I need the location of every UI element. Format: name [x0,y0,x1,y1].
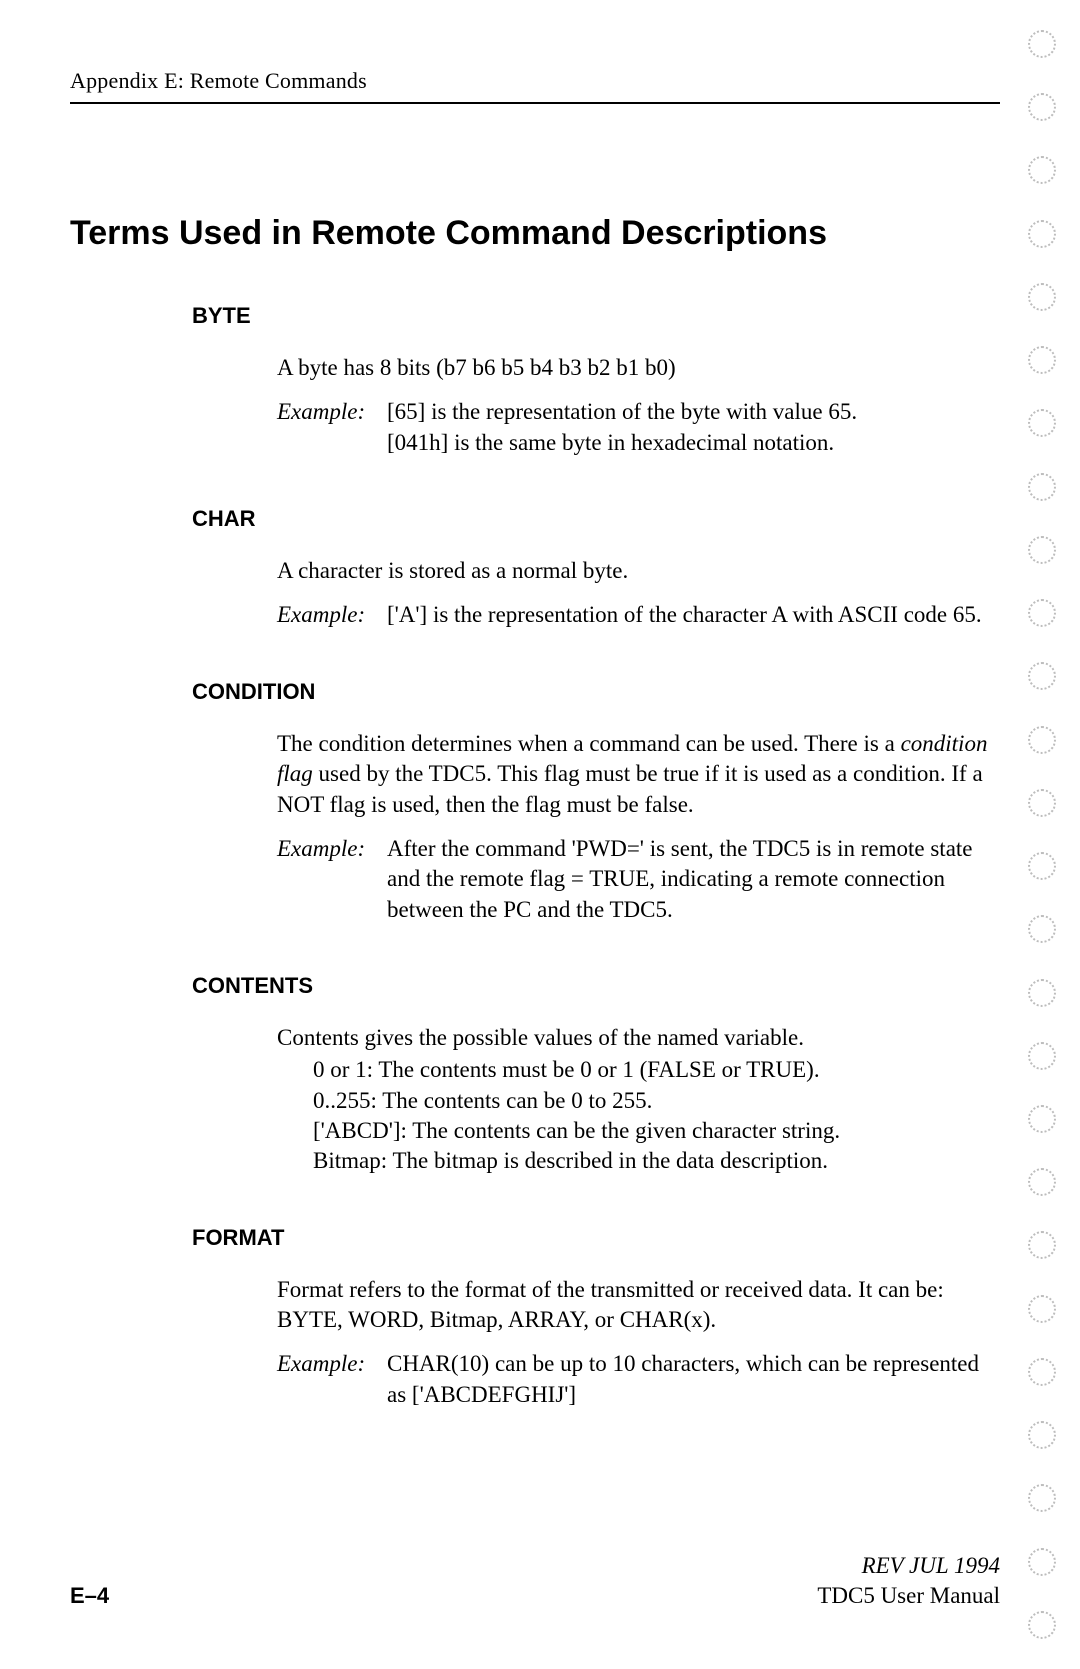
example-row: Example: CHAR(10) can be up to 10 charac… [277,1349,1000,1410]
list-item: Bitmap: The bitmap is described in the d… [313,1146,1000,1176]
example-row: Example: After the command 'PWD=' is sen… [277,834,1000,925]
term-byte: BYTE A byte has 8 bits (b7 b6 b5 b4 b3 b… [70,303,1000,458]
list-item: 0..255: The contents can be 0 to 255. [313,1086,1000,1116]
term-format: FORMAT Format refers to the format of th… [70,1225,1000,1410]
example-text: [65] is the representation of the byte w… [387,397,1000,458]
example-text: CHAR(10) can be up to 10 characters, whi… [387,1349,1000,1410]
page-number: E–4 [70,1583,109,1609]
binding-hole [1028,1548,1056,1576]
list-item: ['ABCD']: The contents can be the given … [313,1116,1000,1146]
body-text: The condition determines when a command … [277,731,901,756]
body-paragraph: The condition determines when a command … [277,729,1000,820]
binding-hole [1028,536,1056,564]
term-body: A character is stored as a normal byte. … [277,556,1000,631]
binding-hole [1028,599,1056,627]
term-body: A byte has 8 bits (b7 b6 b5 b4 b3 b2 b1 … [277,353,1000,458]
page-footer: REV JUL 1994 E–4 TDC5 User Manual [70,1553,1000,1609]
body-line: Contents gives the possible values of th… [277,1023,1000,1053]
binding-hole [1028,346,1056,374]
example-label: Example: [277,1349,387,1410]
example-text: After the command 'PWD=' is sent, the TD… [387,834,1000,925]
example-label: Example: [277,600,387,630]
example-row: Example: [65] is the representation of t… [277,397,1000,458]
binding-hole [1028,789,1056,817]
binding-hole [1028,1484,1056,1512]
term-body: The condition determines when a command … [277,729,1000,925]
term-heading: FORMAT [192,1225,1000,1251]
document-page: Appendix E: Remote Commands Terms Used i… [0,0,1080,1669]
binding-hole [1028,1168,1056,1196]
term-char: CHAR A character is stored as a normal b… [70,506,1000,631]
example-line: [65] is the representation of the byte w… [387,397,1000,427]
binding-hole [1028,473,1056,501]
example-text: ['A'] is the representation of the chara… [387,600,1000,630]
term-body: Format refers to the format of the trans… [277,1275,1000,1410]
body-line: A byte has 8 bits (b7 b6 b5 b4 b3 b2 b1 … [277,353,1000,383]
section-title: Terms Used in Remote Command Description… [70,214,1000,253]
term-body: Contents gives the possible values of th… [277,1023,1000,1177]
binding-hole [1028,156,1056,184]
binding-hole [1028,1611,1056,1639]
binding-hole [1028,1105,1056,1133]
spiral-binding-holes [1028,30,1062,1639]
binding-hole [1028,1295,1056,1323]
term-heading: CONDITION [192,679,1000,705]
binding-hole [1028,915,1056,943]
example-label: Example: [277,397,387,458]
example-label: Example: [277,834,387,925]
term-heading: CONTENTS [192,973,1000,999]
binding-hole [1028,409,1056,437]
running-header: Appendix E: Remote Commands [70,68,1000,104]
binding-hole [1028,662,1056,690]
binding-hole [1028,283,1056,311]
body-line: A character is stored as a normal byte. [277,556,1000,586]
term-heading: CHAR [192,506,1000,532]
binding-hole [1028,1231,1056,1259]
example-line: [041h] is the same byte in hexadecimal n… [387,428,1000,458]
binding-hole [1028,1358,1056,1386]
binding-hole [1028,93,1056,121]
binding-hole [1028,30,1056,58]
revision-date: REV JUL 1994 [70,1553,1000,1579]
contents-list: 0 or 1: The contents must be 0 or 1 (FAL… [313,1055,1000,1176]
list-item: 0 or 1: The contents must be 0 or 1 (FAL… [313,1055,1000,1085]
body-text: used by the TDC5. This flag must be true… [277,761,983,816]
manual-name: TDC5 User Manual [817,1583,1000,1609]
binding-hole [1028,1042,1056,1070]
binding-hole [1028,979,1056,1007]
binding-hole [1028,726,1056,754]
term-condition: CONDITION The condition determines when … [70,679,1000,925]
body-line: Format refers to the format of the trans… [277,1275,1000,1336]
binding-hole [1028,220,1056,248]
binding-hole [1028,1421,1056,1449]
example-row: Example: ['A'] is the representation of … [277,600,1000,630]
binding-hole [1028,852,1056,880]
term-heading: BYTE [192,303,1000,329]
term-contents: CONTENTS Contents gives the possible val… [70,973,1000,1177]
